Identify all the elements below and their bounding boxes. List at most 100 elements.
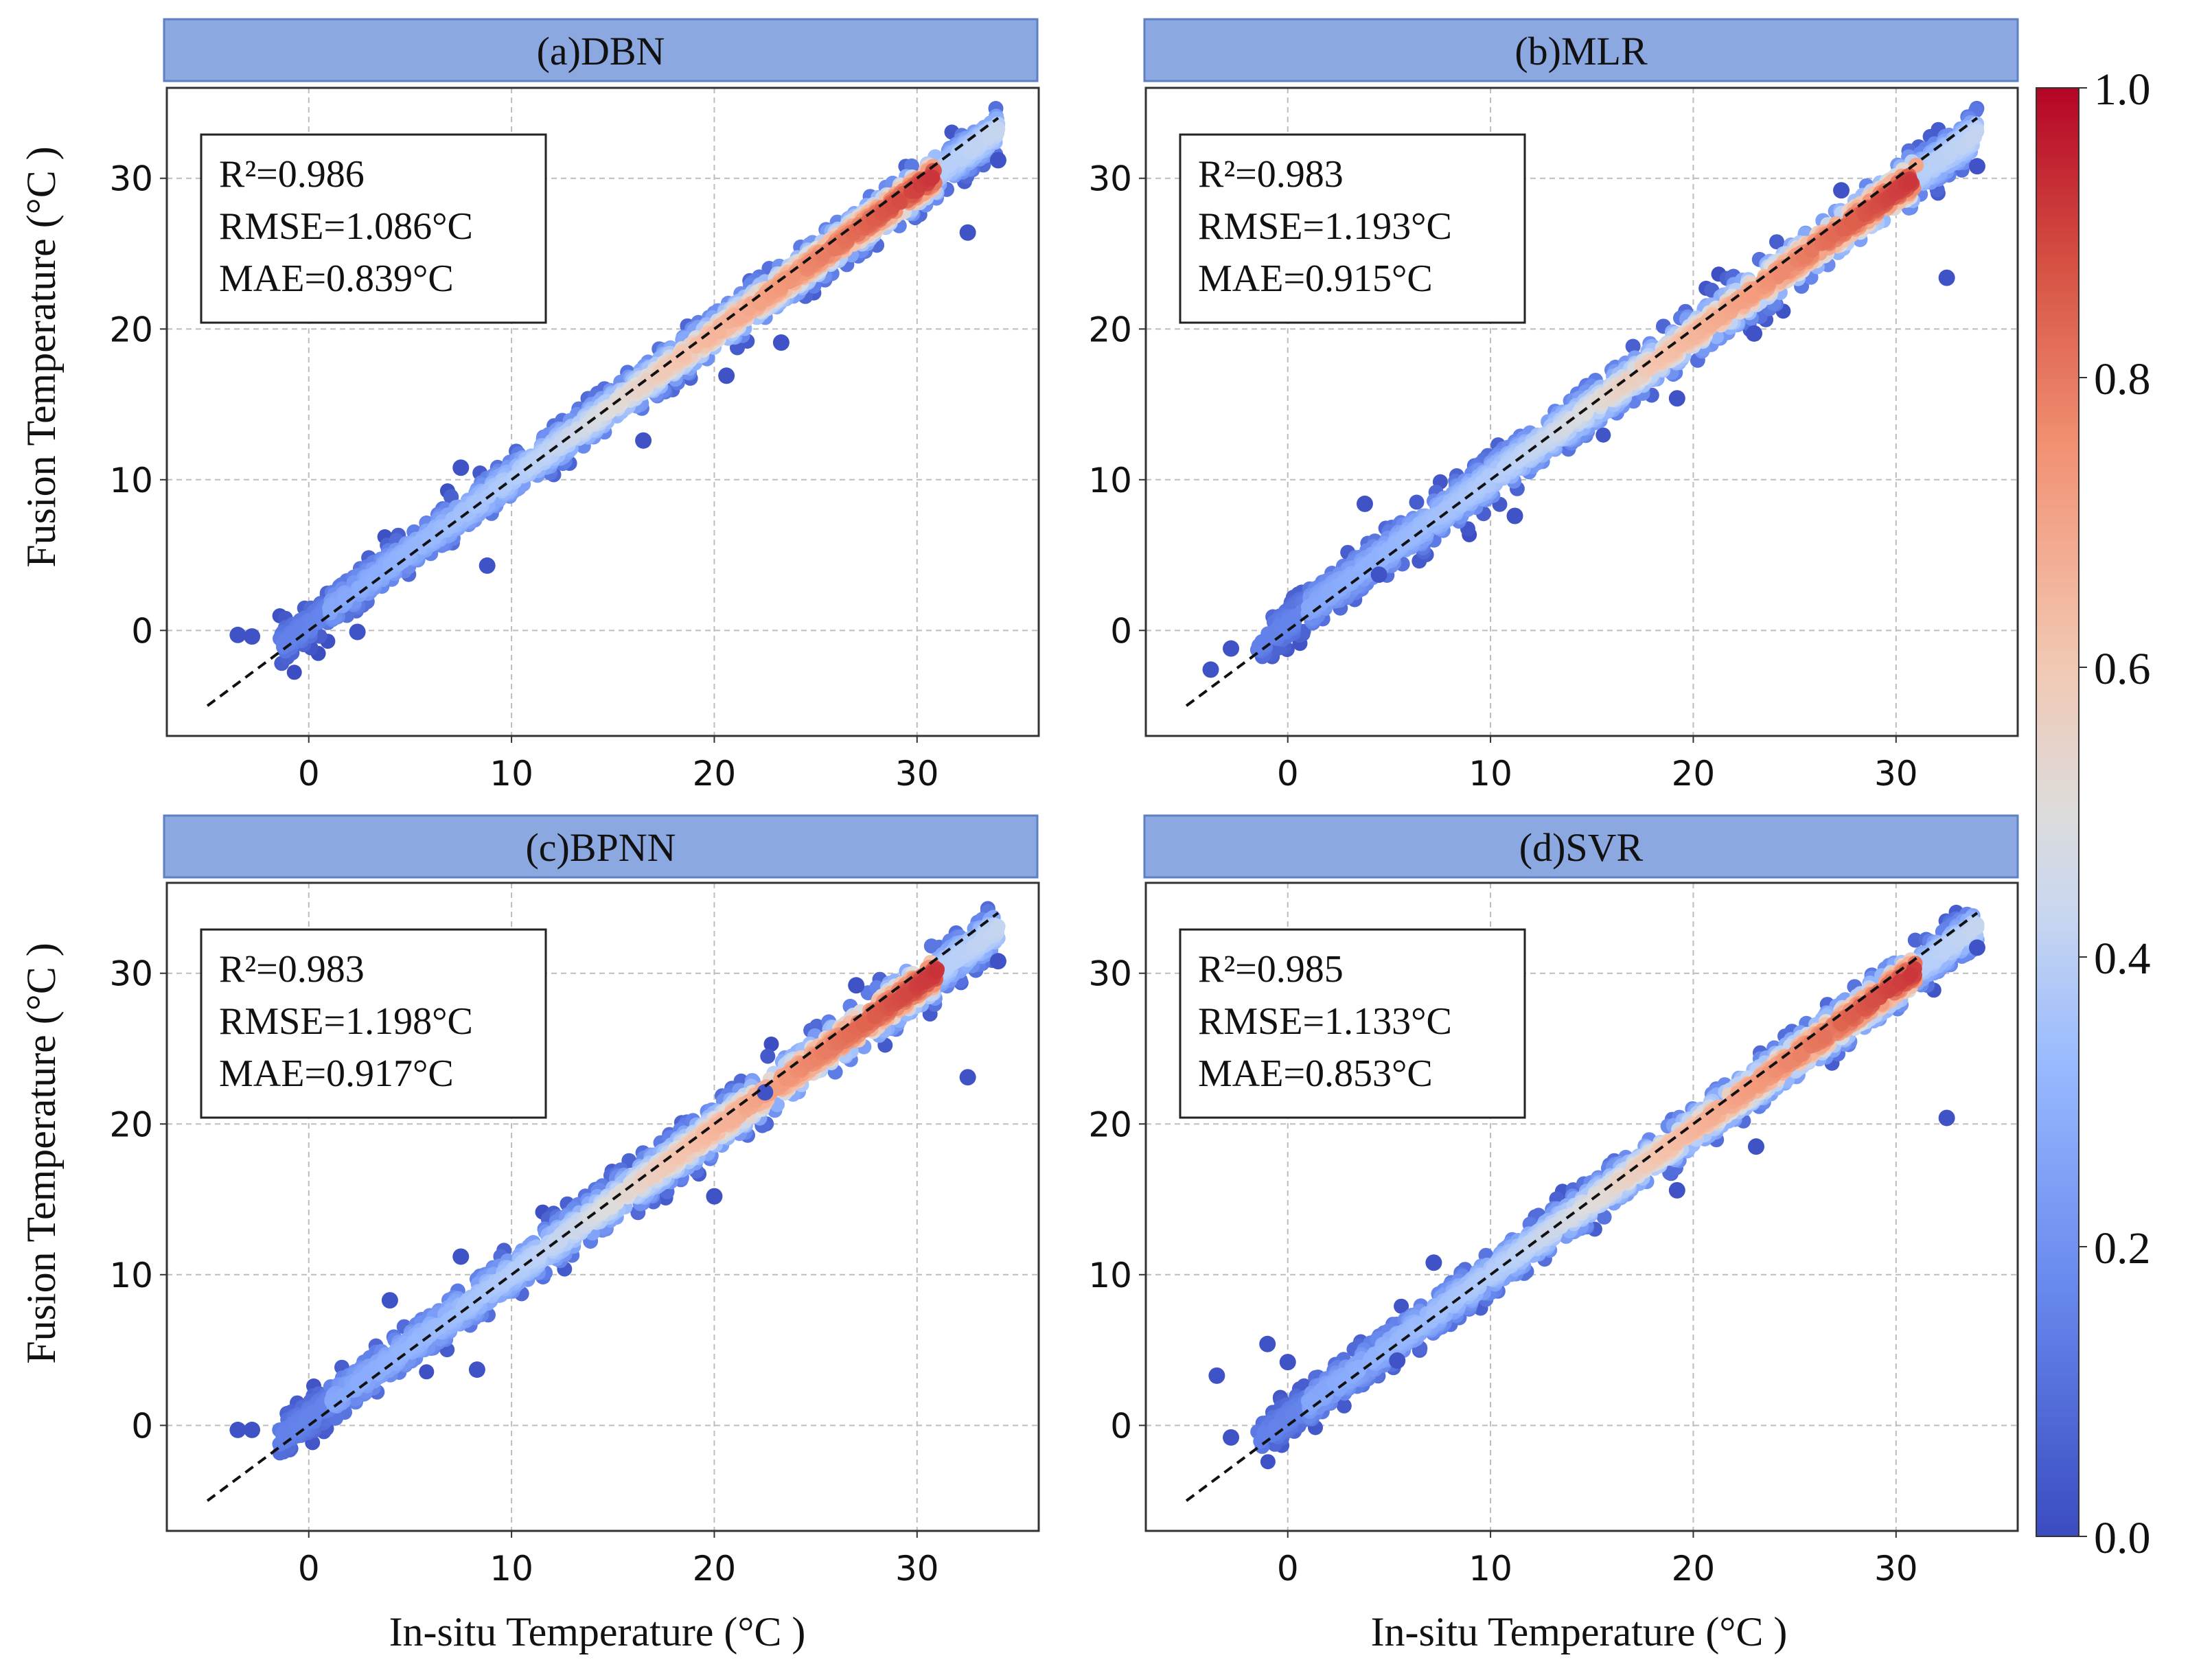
data-point: [1967, 129, 1983, 145]
y-tick-label: 0: [1110, 611, 1132, 651]
outlier-point: [1356, 495, 1373, 512]
data-point: [1902, 174, 1918, 189]
outlier-point: [989, 953, 1006, 970]
outlier-point: [1370, 566, 1387, 584]
scatter-points: [1202, 100, 1985, 678]
data-point: [1595, 427, 1611, 443]
y-tick-label: 30: [1088, 159, 1132, 199]
data-point: [925, 170, 941, 185]
data-point: [1621, 372, 1637, 388]
x-tick-label: 10: [1468, 754, 1512, 794]
data-point: [1260, 1454, 1276, 1470]
stats-box: [200, 928, 547, 1119]
plot-frame: [165, 881, 1040, 1532]
data-point: [786, 266, 802, 282]
outlier-point: [452, 1248, 470, 1265]
outlier-point: [1746, 325, 1763, 342]
panel-title-bar: [163, 18, 1039, 82]
panel-title: (d)SVR: [1519, 825, 1644, 870]
x-tick-label: 30: [1874, 754, 1918, 794]
data-point: [419, 1364, 435, 1380]
data-point: [1269, 1419, 1284, 1435]
x-tick-label: 0: [298, 754, 320, 794]
outlier-point: [1833, 182, 1850, 199]
outlier-point: [1506, 507, 1523, 524]
y-tick-label: 30: [109, 954, 153, 994]
panel-title: (b)MLR: [1514, 29, 1648, 73]
outlier-point: [479, 557, 496, 574]
data-point: [1596, 1209, 1612, 1225]
outlier-point: [757, 1084, 774, 1101]
data-point: [1769, 234, 1784, 250]
outlier-point: [959, 224, 976, 241]
x-tick-label: 10: [489, 754, 533, 794]
y-tick-label: 20: [1088, 310, 1132, 349]
plot-frame: [1144, 86, 2019, 737]
outlier-point: [706, 1188, 723, 1205]
data-point: [891, 193, 907, 209]
outlier-point: [848, 977, 865, 994]
panel-title-bar: [163, 814, 1039, 879]
data-point: [341, 589, 356, 605]
y-tick-label: 0: [131, 1406, 153, 1446]
y-tick-label: 30: [109, 159, 153, 199]
r2-value: R²=0.986: [219, 153, 365, 196]
scatter-points: [229, 101, 1006, 680]
x-tick-label: 20: [1672, 754, 1716, 794]
outlier-point: [349, 623, 366, 641]
x-tick-label: 10: [489, 1549, 533, 1589]
mae-value: MAE=0.915°C: [1198, 257, 1433, 300]
outlier-point: [229, 626, 246, 643]
x-tick-label: 0: [1277, 754, 1299, 794]
stats-box: [1179, 133, 1526, 324]
outlier-point: [772, 334, 790, 351]
data-point: [1409, 494, 1425, 510]
data-point: [619, 1185, 634, 1201]
one-to-one-line: [206, 912, 1000, 1502]
data-point: [1394, 1298, 1409, 1314]
plot-frame: [165, 86, 1040, 737]
outlier-point: [1202, 661, 1219, 678]
data-point: [676, 349, 691, 364]
panel-title-bar: [1143, 18, 2019, 82]
outlier-point: [1938, 269, 1955, 286]
data-point: [365, 572, 381, 588]
outlier-point: [1223, 640, 1240, 657]
mae-value: MAE=0.917°C: [219, 1052, 454, 1095]
x-tick-label: 20: [693, 754, 737, 794]
data-point: [356, 1371, 372, 1387]
y-tick-label: 10: [109, 461, 153, 500]
data-point: [987, 125, 1003, 141]
stats-box: [200, 133, 547, 324]
outlier-point: [468, 1361, 485, 1378]
scatter-points: [1208, 904, 1985, 1470]
data-point: [1907, 932, 1923, 948]
outlier-point: [452, 459, 470, 476]
x-tick-label: 0: [298, 1549, 320, 1589]
outlier-point: [381, 1292, 398, 1309]
x-tick-label: 30: [895, 1549, 939, 1589]
panel-title: (c)BPNN: [525, 825, 676, 870]
outlier-point: [1968, 158, 1985, 175]
data-point: [855, 1017, 871, 1033]
data-point: [1475, 476, 1490, 492]
data-point: [286, 665, 302, 680]
data-point: [929, 963, 945, 979]
data-point: [1625, 338, 1641, 354]
mae-value: MAE=0.839°C: [219, 257, 454, 300]
outlier-point: [718, 367, 735, 384]
x-tick-label: 30: [895, 754, 939, 794]
outlier-point: [244, 628, 261, 645]
one-to-one-line: [206, 117, 1000, 707]
scatter-points: [229, 901, 1006, 1461]
rmse-value: RMSE=1.086°C: [219, 205, 473, 248]
data-point: [989, 921, 1005, 936]
data-point: [1579, 404, 1594, 419]
